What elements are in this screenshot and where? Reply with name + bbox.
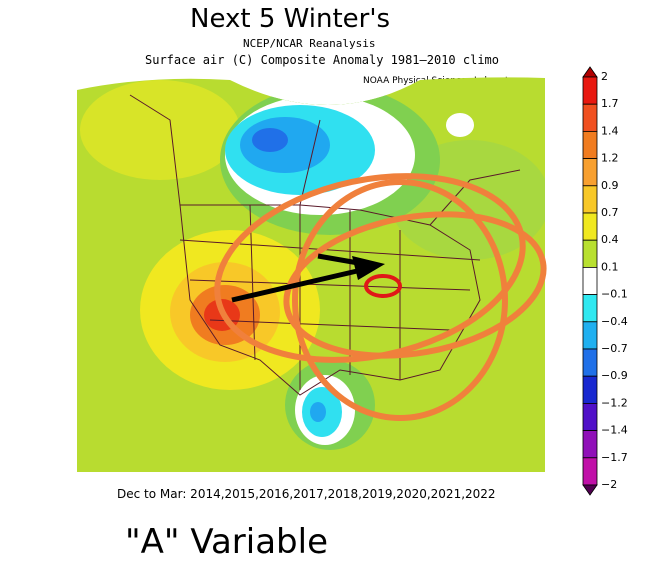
colorbar-box [582,185,598,214]
colorbar-label: 0.4 [601,233,619,246]
colorbar-label: −1.7 [601,451,628,464]
colorbar-label: 0.9 [601,179,619,192]
colorbar-label: 1.2 [601,152,619,165]
colorbar-box [582,294,598,323]
colorbar-label: −1.4 [601,424,628,437]
caption: "A" Variable [125,522,329,562]
annotation-circles [214,173,547,421]
colorbar-label: −0.4 [601,315,628,328]
colorbar-box [582,266,598,295]
colorbar-box [582,375,598,404]
colorbar-label: 0.1 [601,260,619,273]
colorbar-box [582,158,598,187]
colorbar-box [582,402,598,431]
colorbar-label: −2 [601,478,617,491]
anomaly-field [77,77,545,472]
borders [129,94,521,396]
colorbar-box [582,130,598,159]
colorbar-label: −1.2 [601,396,628,409]
period: Dec to Mar: 2014,2015,2016,2017,2018,201… [117,487,496,501]
colorbar-box [582,76,598,105]
target-circle [364,274,402,298]
colorbar-box [582,103,598,132]
colorbar-label: −0.1 [601,288,628,301]
arrows [231,253,385,303]
colorbar: 2 1.7 1.4 1.2 0.9 0.7 0.4 0.1 −0.1 −0.4 −0.7 −0.9 −1… [582,66,628,496]
colorbar-box [582,430,598,459]
colorbar-end [582,484,598,496]
colorbar-box [582,321,598,350]
title: Next 5 Winter's [190,4,391,34]
colorbar-box [582,457,598,486]
colorbar-label: 1.4 [601,124,619,137]
colorbar-label: 1.7 [601,97,619,110]
colorbar-box [582,239,598,268]
subtitle: Surface air (C) Composite Anomaly 1981–2… [145,53,500,67]
colorbar-end [582,66,598,78]
colorbar-box [582,348,598,377]
colorbar-label: −0.7 [601,342,628,355]
colorbar-label: −0.9 [601,369,628,382]
colorbar-label: 2 [601,70,608,83]
source: NCEP/NCAR Reanalysis [243,37,376,50]
colorbar-box [582,212,598,241]
colorbar-label: 0.7 [601,206,619,219]
